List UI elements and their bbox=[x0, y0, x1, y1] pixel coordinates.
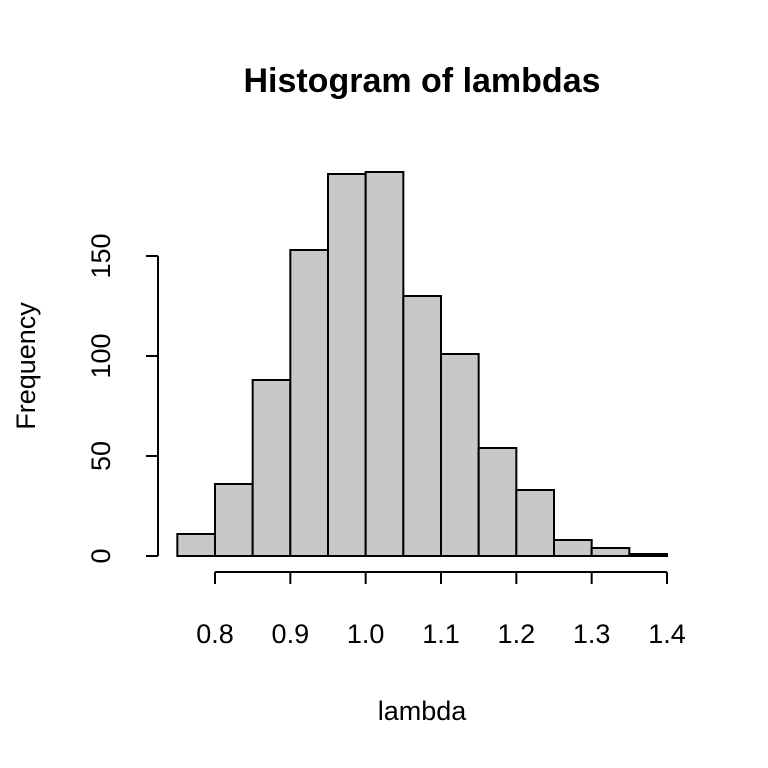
histogram-bar bbox=[214, 483, 254, 557]
y-axis-label: Frequency bbox=[11, 302, 41, 430]
y-axis: 0 50 100 150 bbox=[86, 233, 159, 564]
x-tick-label: 0.8 bbox=[196, 619, 234, 649]
histogram-bar bbox=[628, 553, 668, 557]
x-tick-label: 1.4 bbox=[648, 619, 686, 649]
y-tick-label: 100 bbox=[86, 333, 116, 378]
histogram-bar bbox=[289, 249, 330, 557]
x-axis-label: lambda bbox=[378, 696, 468, 726]
y-tick-label: 150 bbox=[86, 233, 116, 278]
y-tick-label: 0 bbox=[86, 548, 116, 563]
histogram-bar bbox=[515, 489, 555, 557]
histogram-bar bbox=[477, 447, 518, 557]
histogram-bar bbox=[553, 539, 593, 557]
histogram-bar bbox=[590, 547, 631, 557]
x-tick-label: 1.1 bbox=[422, 619, 460, 649]
histogram-bar bbox=[327, 173, 367, 557]
histogram-bar bbox=[402, 295, 443, 557]
x-tick-label: 1.0 bbox=[347, 619, 385, 649]
x-tick-label: 1.2 bbox=[498, 619, 536, 649]
x-tick-label: 1.3 bbox=[573, 619, 611, 649]
y-tick-label: 50 bbox=[86, 441, 116, 471]
x-axis: 0.8 0.9 1.0 1.1 1.2 1.3 1.4 bbox=[196, 571, 686, 649]
histogram-bar bbox=[364, 171, 405, 557]
chart-title: Histogram of lambdas bbox=[243, 62, 600, 100]
bars-group bbox=[176, 171, 668, 557]
histogram-bar bbox=[440, 353, 480, 557]
x-tick-label: 0.9 bbox=[272, 619, 310, 649]
histogram-bar bbox=[176, 533, 216, 557]
histogram-bar bbox=[251, 379, 292, 557]
